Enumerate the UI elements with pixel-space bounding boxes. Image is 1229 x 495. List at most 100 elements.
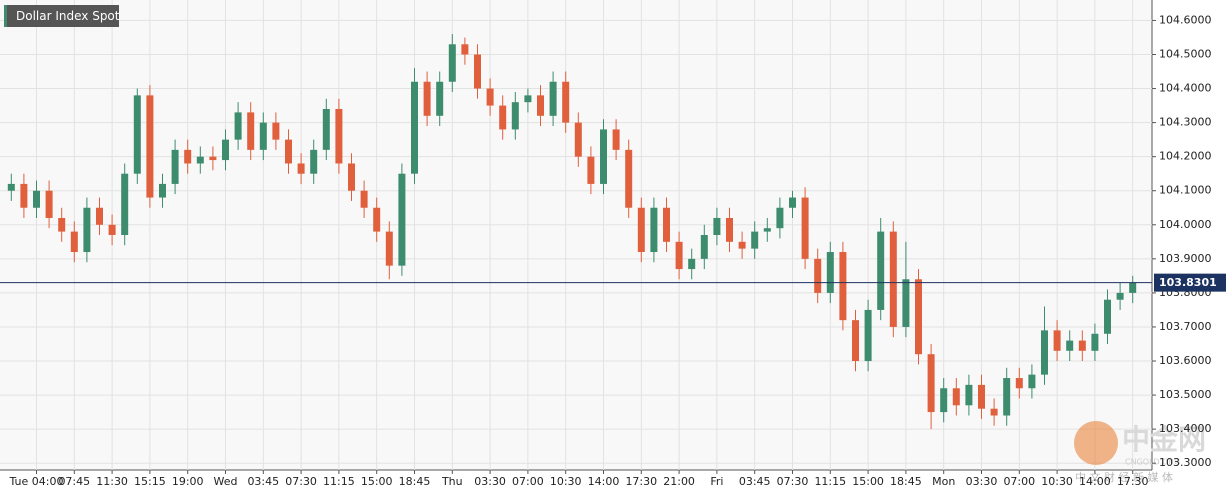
x-tick-label: 10:30 — [1041, 475, 1073, 488]
candle-body — [1091, 333, 1099, 351]
candles — [7, 34, 1137, 430]
candle-body — [889, 231, 897, 327]
candle-body — [1003, 378, 1011, 416]
y-tick-label: 103.7000 — [1159, 320, 1212, 333]
candle-body — [486, 88, 494, 106]
candle-body — [537, 95, 544, 116]
x-tick-label: Tue 04:00 — [9, 475, 64, 488]
candle-body — [7, 183, 15, 191]
x-tick-label: 07:45 — [58, 475, 90, 488]
x-tick-label: 10:30 — [550, 475, 582, 488]
candle-body — [990, 408, 998, 416]
candle-body — [650, 207, 658, 253]
y-tick-label: 104.5000 — [1159, 47, 1212, 60]
candle-body — [637, 207, 645, 253]
candle-body — [133, 95, 141, 174]
watermark-logo: 中金网 — [1122, 423, 1206, 456]
candle-body — [864, 309, 872, 362]
x-tick-label: 03:30 — [474, 475, 506, 488]
candle-body — [108, 224, 116, 235]
candle-body — [675, 241, 683, 270]
candle-body — [789, 197, 796, 208]
x-tick-label: 11:15 — [323, 475, 355, 488]
watermark: 中金网 CNGOLD.ORG 中 文 财 经 新 媒 体 — [1074, 421, 1206, 484]
x-tick-label: Wed — [214, 475, 238, 488]
candle-body — [877, 231, 885, 310]
candle-body — [499, 105, 507, 130]
x-tick-label: 15:00 — [852, 475, 884, 488]
candle-body — [587, 156, 595, 184]
candle-body — [612, 129, 620, 150]
candle-body — [159, 183, 166, 198]
candle-body — [978, 384, 985, 409]
candle-body — [247, 112, 255, 150]
candle-body — [335, 108, 343, 164]
x-tick-label: 17:30 — [625, 475, 657, 488]
candle-body — [524, 95, 532, 103]
candle-body — [549, 81, 557, 116]
candle-body — [234, 112, 242, 140]
x-tick-label: 19:00 — [172, 475, 204, 488]
candle-body — [511, 102, 519, 130]
candle-body — [814, 258, 822, 293]
x-tick-label: 21:00 — [663, 475, 695, 488]
axis-bg — [1152, 0, 1229, 495]
candle-body — [927, 354, 935, 413]
y-tick-label: 104.1000 — [1159, 184, 1212, 197]
grid — [0, 0, 1152, 470]
y-tick-label: 104.2000 — [1159, 150, 1212, 163]
x-tick-label: 07:00 — [1003, 475, 1035, 488]
candle-body — [448, 44, 456, 82]
candle-body — [902, 279, 910, 327]
candle-body — [209, 156, 217, 161]
y-tick-label: 103.6000 — [1159, 354, 1212, 367]
candle-body — [385, 231, 393, 266]
y-tick-label: 103.9000 — [1159, 252, 1212, 265]
y-tick-label: 104.3000 — [1159, 116, 1212, 129]
candle-body — [184, 149, 192, 164]
candle-body — [1028, 374, 1036, 389]
candle-body — [713, 217, 721, 235]
candle-body — [171, 149, 179, 184]
candle-body — [915, 279, 922, 355]
x-tick-label: Thu — [441, 475, 463, 488]
candle-body — [1066, 340, 1074, 351]
x-tick-label: 11:30 — [96, 475, 128, 488]
x-tick-label: 03:30 — [966, 475, 998, 488]
candle-body — [259, 122, 267, 150]
candle-body — [196, 156, 204, 164]
candle-body — [33, 190, 40, 208]
watermark-icon — [1074, 421, 1118, 465]
candle-body — [625, 149, 633, 208]
x-tick-label: 14:00 — [588, 475, 620, 488]
candle-body — [1116, 292, 1124, 300]
candle-body — [1053, 330, 1061, 351]
candle-body — [70, 231, 78, 253]
candle-body — [411, 81, 418, 174]
candle-body — [146, 95, 154, 198]
watermark-slogan: 中 文 财 经 新 媒 体 — [1075, 470, 1173, 484]
candle-body — [83, 207, 91, 253]
candle-body — [1078, 340, 1086, 351]
x-tick-label: 07:30 — [777, 475, 809, 488]
candle-body — [360, 190, 368, 208]
x-tick-label: 15:00 — [361, 475, 393, 488]
candle-body — [826, 252, 834, 293]
candle-body — [688, 258, 696, 270]
candle-body — [600, 129, 607, 184]
candle-body — [940, 388, 948, 413]
y-tick-label: 104.0000 — [1159, 218, 1212, 231]
candle-body — [852, 320, 859, 362]
last-price-label: 103.8301 — [1159, 276, 1217, 289]
candle-body — [222, 139, 229, 161]
candle-body — [423, 81, 431, 116]
candle-body — [272, 122, 280, 140]
candle-body — [45, 190, 53, 218]
candle-body — [801, 197, 809, 259]
candle-body — [776, 207, 784, 229]
candle-body — [952, 388, 960, 406]
x-tick-label: 18:45 — [399, 475, 431, 488]
candle-body — [663, 207, 670, 242]
candle-body — [1041, 330, 1048, 375]
candle-body — [322, 108, 330, 150]
